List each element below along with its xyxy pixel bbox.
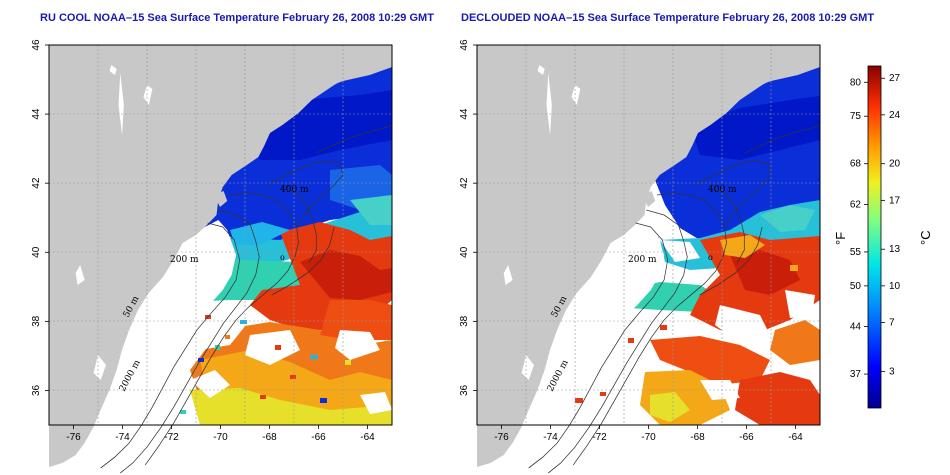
lon-tick-label: -66 bbox=[739, 432, 754, 443]
lat-tick-label: 44 bbox=[31, 108, 42, 120]
right-contour-o: o bbox=[708, 253, 713, 262]
lon-tick-label: -72 bbox=[592, 432, 607, 443]
left-contour-o: o bbox=[280, 253, 285, 262]
lon-tick-label: -68 bbox=[262, 432, 277, 443]
lon-tick-label: -64 bbox=[360, 432, 375, 443]
left-contour-200m: 200 m bbox=[170, 255, 199, 265]
colorbar: °F °C 80 75 68 62 55 50 44 37 27 24 20 17 13 10 7 3 bbox=[833, 65, 933, 409]
lon-tick-label: -66 bbox=[311, 432, 326, 443]
lat-tick-label: 38 bbox=[459, 315, 470, 327]
colorbar-c-tick-label: 27 bbox=[889, 73, 901, 84]
lat-tick-label: 36 bbox=[459, 384, 470, 396]
lat-tick-label: 40 bbox=[459, 246, 470, 258]
lon-tick-label: -72 bbox=[164, 432, 179, 443]
lon-tick-label: -74 bbox=[543, 432, 558, 443]
colorbar-c-tick-label: 13 bbox=[889, 244, 901, 255]
colorbar-f-tick-label: 75 bbox=[850, 111, 862, 122]
lat-tick-label: 42 bbox=[31, 177, 42, 189]
colorbar-c-tick-label: 20 bbox=[889, 159, 901, 170]
colorbar-f-tick-label: 44 bbox=[850, 322, 862, 333]
left-map-panel: 200 m 400 m o 50 m 2000 m -76 -74 -72 -70 -6… bbox=[31, 39, 393, 474]
lat-tick-label: 38 bbox=[31, 315, 42, 327]
colorbar-c-tick-label: 7 bbox=[889, 318, 895, 329]
lon-tick-label: -74 bbox=[115, 432, 130, 443]
right-contour-200m: 200 m bbox=[628, 255, 657, 265]
colorbar-f-tick-label: 68 bbox=[850, 159, 862, 170]
lat-tick-label: 36 bbox=[31, 384, 42, 396]
lat-tick-label: 40 bbox=[31, 246, 42, 258]
right-map-panel: 200 m 400 m o 50 m 2000 m -76 -74 -72 -70 -6… bbox=[459, 39, 821, 474]
right-contour-400m: 400 m bbox=[708, 185, 737, 195]
colorbar-c-tick-label: 24 bbox=[889, 110, 901, 121]
colorbar-f-tick-label: 55 bbox=[850, 247, 862, 258]
right-map-title: DECLOUDED NOAA–15 Sea Surface Temperatur… bbox=[461, 12, 875, 24]
lon-tick-label: -70 bbox=[641, 432, 656, 443]
lat-tick-label: 42 bbox=[459, 177, 470, 189]
lon-tick-label: -64 bbox=[788, 432, 803, 443]
colorbar-gradient bbox=[867, 65, 882, 409]
lat-tick-label: 46 bbox=[459, 39, 470, 51]
colorbar-fahrenheit-label: °F bbox=[833, 232, 848, 245]
colorbar-f-tick-label: 62 bbox=[850, 199, 862, 210]
lat-tick-label: 46 bbox=[31, 39, 42, 51]
colorbar-f-tick-label: 80 bbox=[850, 77, 862, 88]
lon-tick-label: -68 bbox=[690, 432, 705, 443]
colorbar-f-tick-label: 37 bbox=[850, 369, 862, 380]
lat-tick-label: 44 bbox=[459, 108, 470, 120]
colorbar-c-tick-label: 17 bbox=[889, 195, 901, 206]
colorbar-celsius-label: °C bbox=[918, 230, 933, 245]
left-map-title: RU COOL NOAA–15 Sea Surface Temperature … bbox=[40, 12, 434, 24]
colorbar-c-tick-label: 3 bbox=[889, 366, 895, 377]
colorbar-f-tick-label: 50 bbox=[850, 281, 862, 292]
left-contour-400m: 400 m bbox=[280, 185, 309, 195]
lon-tick-label: -76 bbox=[494, 432, 509, 443]
colorbar-c-tick-label: 10 bbox=[889, 281, 901, 292]
lon-tick-label: -76 bbox=[66, 432, 81, 443]
lon-tick-label: -70 bbox=[213, 432, 228, 443]
